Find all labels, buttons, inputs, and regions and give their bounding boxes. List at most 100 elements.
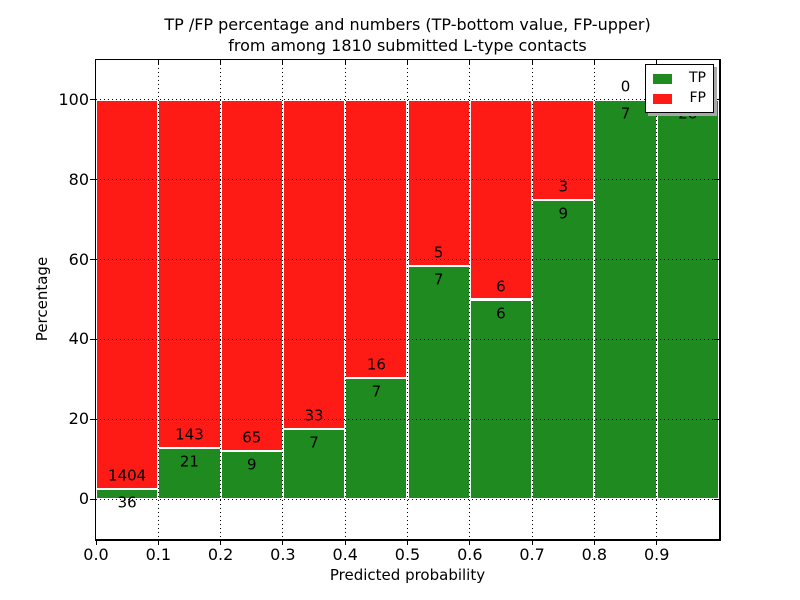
x-gridline-0.3 [282,60,284,539]
x-tick-bottom-0.3 [282,539,284,545]
x-tick-top-0.8 [593,60,595,65]
fp-count-label-8: 0 [620,77,631,96]
bar-segment-fp-1 [158,99,221,448]
tp-count-label-7: 9 [558,204,569,223]
fp-count-label-6: 6 [496,277,506,295]
y-tick-left-20 [89,418,96,420]
bar-segment-tp-5 [407,266,470,500]
fp-count-label-0: 1404 [108,466,147,485]
y-tick-right-0 [714,498,719,500]
x-tick-label-0.2: 0.2 [207,545,234,564]
x-gridline-0.9 [656,60,658,539]
y-tick-left-80 [89,179,96,181]
fp-count-label-4: 16 [366,355,386,374]
y-gridline-0 [96,498,719,500]
x-tick-bottom-0.8 [593,539,595,545]
x-gridline-0.1 [157,60,159,539]
x-tick-label-0.6: 0.6 [457,545,483,564]
y-tick-right-60 [714,259,719,261]
x-tick-bottom-0.6 [469,539,471,545]
x-tick-bottom-0.7 [531,539,533,545]
spine-left [94,58,96,541]
bar-segment-fp-0 [96,99,159,490]
x-tick-label-0.7: 0.7 [519,545,545,564]
fp-color-patch [653,93,672,104]
x-tick-top-0.7 [531,60,533,65]
x-gridline-0.2 [220,60,222,539]
x-tick-bottom-0.5 [407,539,408,545]
x-gridline-0.8 [593,60,595,539]
legend: TP FP [645,64,714,113]
bar-segment-tp-8 [594,99,657,500]
y-tick-left-40 [89,338,96,340]
tp-count-label-5: 7 [433,270,444,289]
y-tick-left-100 [89,99,96,101]
y-tick-label-40: 40 [68,329,89,349]
legend-entry-fp: FP [653,89,706,108]
fp-count-label-1: 143 [175,425,204,444]
y-gridline-80 [96,179,719,181]
bar-segment-tp-1 [158,447,221,500]
bar-segment-fp-7 [532,99,595,200]
y-tick-right-20 [714,418,719,420]
plot-area: 1404361432165933716757663907028 [89,58,721,545]
x-gridline-0.4 [344,60,346,539]
x-tick-bottom-0.0 [95,539,97,545]
tp-count-label-2: 9 [246,455,257,474]
y-gridline-20 [96,418,719,420]
y-tick-right-80 [714,179,719,181]
bar-segment-tp-0 [96,489,159,500]
tp-color-patch [653,73,672,84]
y-gridline-60 [96,259,719,261]
y-tick-right-40 [714,338,719,340]
y-tick-label-0: 0 [78,489,89,509]
y-gridline-40 [96,338,719,340]
x-gridline-0.6 [469,60,471,539]
chart-title-line2: from among 1810 submitted L-type contact… [228,36,587,55]
fp-count-label-3: 33 [304,406,324,425]
x-tick-label-0.3: 0.3 [270,545,296,564]
bar-segment-tp-7 [532,199,595,500]
x-axis-label: Predicted probability [329,566,486,584]
y-tick-label-80: 80 [68,169,89,189]
x-tick-top-0.1 [157,60,159,65]
legend-entry-tp: TP [653,69,706,88]
x-tick-top-0.6 [469,60,471,65]
chart-title-line1: TP /FP percentage and numbers (TP-bottom… [164,15,651,34]
y-tick-right-100 [714,99,719,101]
legend-label-tp: TP [689,70,706,86]
bar-segment-tp-4 [345,377,408,500]
x-tick-top-0.2 [220,60,222,65]
fp-count-label-5: 5 [433,243,444,262]
tp-count-label-4: 7 [371,382,382,401]
fp-count-label-7: 3 [558,177,569,196]
x-tick-top-0.4 [344,60,346,65]
bar-segment-fp-5 [407,99,470,267]
y-tick-label-60: 60 [68,249,89,269]
bar-segment-fp-2 [220,99,283,451]
x-tick-label-0.5: 0.5 [394,545,421,564]
x-tick-top-0.3 [282,60,284,65]
x-tick-label-0.8: 0.8 [581,545,608,564]
spine-top [94,58,721,60]
tp-count-label-3: 7 [309,433,319,452]
x-gridline-0.5 [407,60,408,539]
legend-label-fp: FP [689,90,707,106]
x-gridline-0.7 [531,60,533,539]
tp-count-label-0: 36 [117,493,137,512]
x-tick-top-0.9 [656,60,658,65]
chart-title: TP /FP percentage and numbers (TP-bottom… [96,14,719,56]
tp-count-label-6: 6 [496,304,506,322]
y-gridline-100 [96,99,719,101]
x-tick-bottom-0.4 [344,539,346,545]
x-tick-bottom-0.1 [157,539,159,545]
x-tick-bottom-0.2 [220,539,222,545]
fp-count-label-2: 65 [242,428,262,447]
x-tick-label-0.4: 0.4 [332,545,358,564]
bar-segment-tp-6 [469,299,533,500]
y-tick-label-100: 100 [58,89,89,109]
bar-segment-tp-3 [282,429,346,500]
tp-count-label-8: 7 [620,104,631,123]
bar-segment-fp-3 [282,99,346,430]
